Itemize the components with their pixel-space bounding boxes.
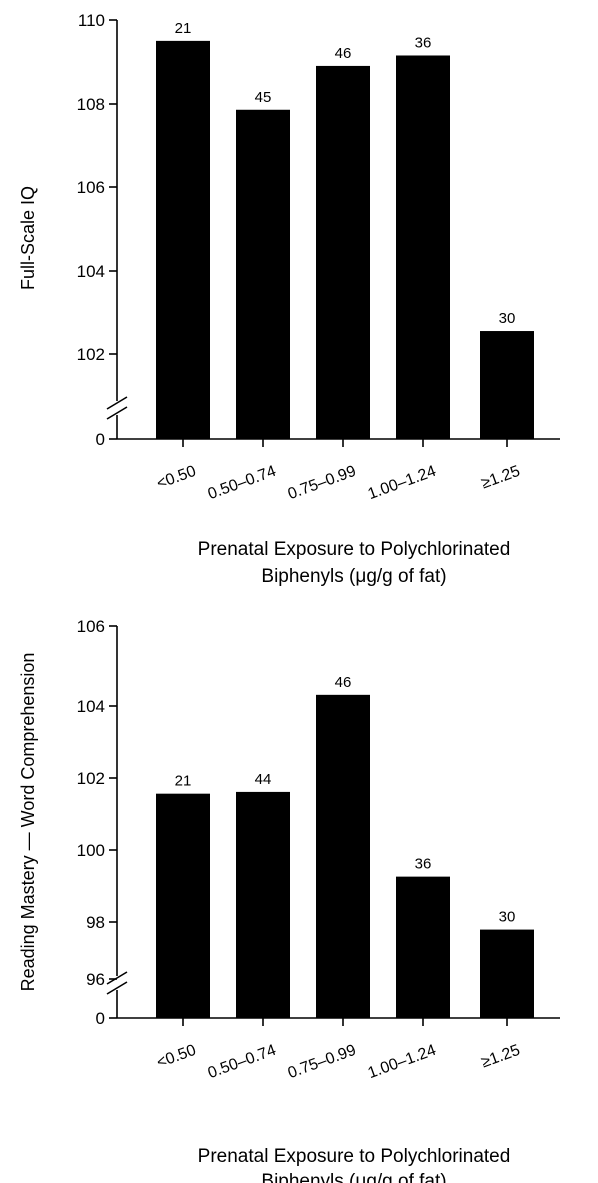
chart1-y-tick-label: 106 <box>77 178 105 197</box>
chart1-bar-count-label: 45 <box>255 89 272 106</box>
chart2-x-axis-title-line: Biphenyls (μg/g of fat) <box>261 1171 446 1183</box>
chart2-y-tick-label: 96 <box>86 970 105 989</box>
chart2-x-tick-label: 0.50–0.74 <box>206 1042 279 1082</box>
chart2-y-tick-label: 100 <box>77 841 105 860</box>
chart2-x-tick-label: ≥1.25 <box>479 1042 522 1072</box>
chart1-y-axis-title: Full-Scale IQ <box>18 186 38 290</box>
chart1-x-tick-label: <0.50 <box>155 463 199 493</box>
chart2-y-tick-label: 104 <box>77 697 105 716</box>
chart2-x-tick-label: 0.75–0.99 <box>286 1042 359 1082</box>
chart1-bar-count-label: 46 <box>335 45 352 62</box>
chart1-bar-count-label: 21 <box>175 20 192 37</box>
chart1-y-tick-label: 0 <box>96 430 105 449</box>
chart2-bar-count-label: 36 <box>415 856 432 873</box>
chart2-x-tick-label: <0.50 <box>155 1042 199 1072</box>
chart1-bar <box>236 109 290 439</box>
chart2-y-tick-label: 106 <box>77 617 105 636</box>
chart2-y-tick-label: 102 <box>77 769 105 788</box>
chart2-axis-break-mark <box>106 981 128 995</box>
chart1-x-tick-label: 1.00–1.24 <box>366 463 439 503</box>
chart1-x-axis-title-line: Prenatal Exposure to Polychlorinated <box>198 539 511 560</box>
chart1-bar-count-label: 30 <box>499 310 516 327</box>
chart1-bar <box>156 40 210 439</box>
chart2-bar <box>236 791 290 1018</box>
chart1-bar-count-label: 36 <box>415 34 432 51</box>
chart1-x-tick-label: 0.75–0.99 <box>286 463 359 503</box>
chart1-y-tick-label: 104 <box>77 262 105 281</box>
chart1-axis-break-mark <box>106 396 128 410</box>
chart2-bar-count-label: 21 <box>175 773 192 790</box>
chart1-y-tick-label: 110 <box>78 11 105 30</box>
chart1-y-tick-label: 102 <box>77 345 105 364</box>
chart1-bar <box>396 55 450 440</box>
chart2-y-axis-title: Reading Mastery — Word Comprehension <box>18 653 38 992</box>
chart1-bar <box>480 331 534 439</box>
full-scale-iq-chart: 0 102 104 106 108 110 21 <0.50 45 0.50–0.74 46 0.75… <box>18 11 560 587</box>
reading-mastery-chart: 0 96 98 100 102 104 106 21 <0.50 44 0.50–0.74 46 0.7… <box>18 617 560 1183</box>
chart1-y-tick-label: 108 <box>77 95 105 114</box>
chart1-x-axis-title-line: Biphenyls (μg/g of fat) <box>261 566 446 587</box>
chart2-bar <box>156 793 210 1018</box>
chart2-bar <box>480 929 534 1018</box>
chart1-axis-break-mark <box>106 406 128 420</box>
chart2-bar <box>396 876 450 1018</box>
chart2-bar-count-label: 44 <box>255 771 272 788</box>
chart1-x-tick-label: ≥1.25 <box>479 463 522 493</box>
chart2-bar <box>316 694 370 1018</box>
chart1-x-tick-label: 0.50–0.74 <box>206 463 279 503</box>
chart2-axis-break-mark <box>106 971 128 985</box>
chart2-y-tick-label: 98 <box>86 913 105 932</box>
chart2-x-axis-title-line: Prenatal Exposure to Polychlorinated <box>198 1146 511 1167</box>
chart2-y-tick-label: 0 <box>96 1009 105 1028</box>
chart2-bar-count-label: 46 <box>335 674 352 691</box>
chart2-x-tick-label: 1.00–1.24 <box>366 1042 439 1082</box>
chart1-bar <box>316 65 370 440</box>
chart2-bar-count-label: 30 <box>499 909 516 926</box>
